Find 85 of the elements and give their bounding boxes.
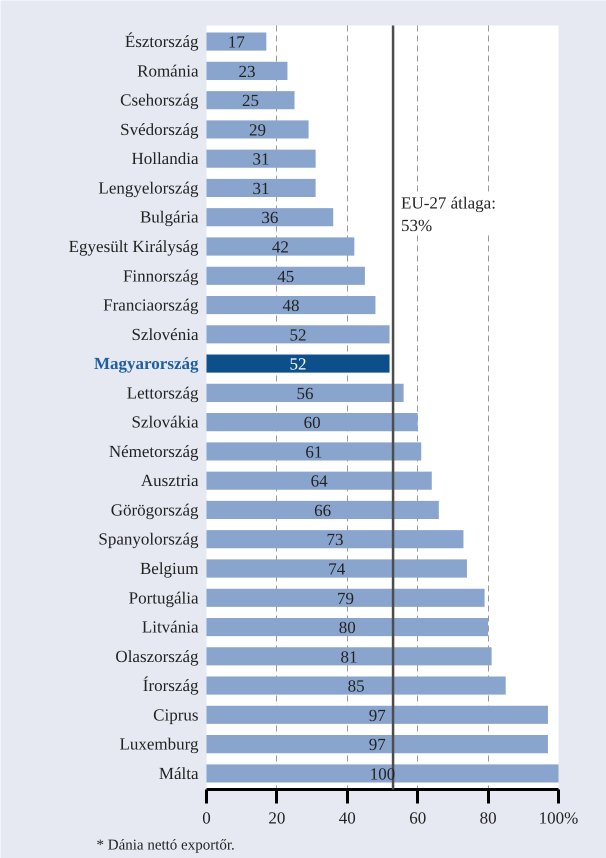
y-tick-label: Portugália [128,588,199,608]
data-label: 85 [348,676,365,696]
y-tick-label: Belgium [140,558,199,578]
bar [206,706,548,724]
data-label: 29 [249,120,266,140]
data-label: 31 [252,150,270,169]
bar [206,472,432,490]
y-tick-label: Spanyolország [98,530,199,549]
data-label: 42 [272,238,289,257]
x-tick-label: 60 [409,808,426,828]
x-tick-label: 40 [338,808,356,828]
y-tick-label: Egyesült Királyság [68,237,199,256]
y-tick-label: Lengyelország [98,178,199,198]
bar [206,559,467,578]
data-label: 97 [368,706,386,725]
data-label: 79 [337,588,354,608]
bar [206,764,558,782]
data-label: 97 [368,735,386,754]
data-label: 52 [290,325,307,344]
y-tick-label: Ciprus [153,705,199,724]
bar [206,91,294,110]
bar [206,237,354,256]
bar [206,178,316,198]
bar [206,354,390,373]
y-tick-label: Bulgária [140,208,199,227]
data-label: 81 [340,647,358,666]
y-tick-label: Németország [108,442,199,461]
data-label: 56 [296,384,314,403]
y-tick-label: Franciaország [103,296,199,315]
y-tick-label: Olaszország [115,646,199,666]
data-label: 17 [228,32,246,52]
bar [206,296,376,314]
bar [206,384,404,402]
bar [206,647,492,666]
data-label: 25 [242,91,259,110]
bar [206,735,548,754]
bar [206,676,506,695]
data-label: 36 [261,208,278,228]
y-tick-label: Szlovákia [131,412,199,432]
bar [206,588,485,607]
bar [206,500,439,520]
y-tick-label: Litvánia [142,618,199,637]
ref-line-label: EU-27 átlaga: 53% [401,193,496,236]
y-tick-label: Észtország [124,32,199,52]
data-label: 45 [277,266,294,286]
y-tick-label: Svédország [120,120,199,139]
bar [206,618,488,636]
y-tick-label: Görögország [110,500,199,520]
y-tick-label: Írország [142,676,199,696]
bar [206,62,288,80]
data-label: 74 [328,559,346,578]
y-tick-label: Magyarország [94,354,199,374]
data-label: 66 [314,500,332,520]
bar [206,150,316,168]
bar [206,530,464,548]
y-tick-label: Szlovénia [131,324,199,344]
y-tick-label: Lettország [126,383,199,402]
data-label: 80 [338,618,356,638]
data-label: 60 [304,413,321,432]
bar [206,266,365,285]
x-tick-label: 80 [480,808,497,828]
data-label: 52 [290,354,307,374]
data-label: 23 [238,62,256,81]
bar [206,32,266,51]
data-label: 73 [326,530,344,550]
bar [206,442,422,460]
y-tick-label: Hollandia [131,149,199,168]
y-tick-label: Finnország [122,266,199,286]
x-tick-label: 0 [202,808,211,828]
bar [206,413,418,432]
y-tick-label: Ausztria [140,471,199,490]
bar [206,208,334,226]
bar [206,325,390,344]
data-label: 64 [310,472,328,491]
y-tick-label: Málta [158,764,199,783]
x-tick-label: 20 [268,808,286,828]
y-tick-label: Luxemburg [119,734,199,754]
data-label: 61 [305,442,322,462]
bar [206,120,309,138]
text: * Dánia nettó exportőr. [96,838,235,854]
x-tick-label: 100% [538,808,578,828]
data-label: 48 [282,296,300,316]
y-tick-label: Csehország [120,90,199,110]
data-label: 31 [252,178,270,198]
y-tick-label: Románia [137,61,199,80]
